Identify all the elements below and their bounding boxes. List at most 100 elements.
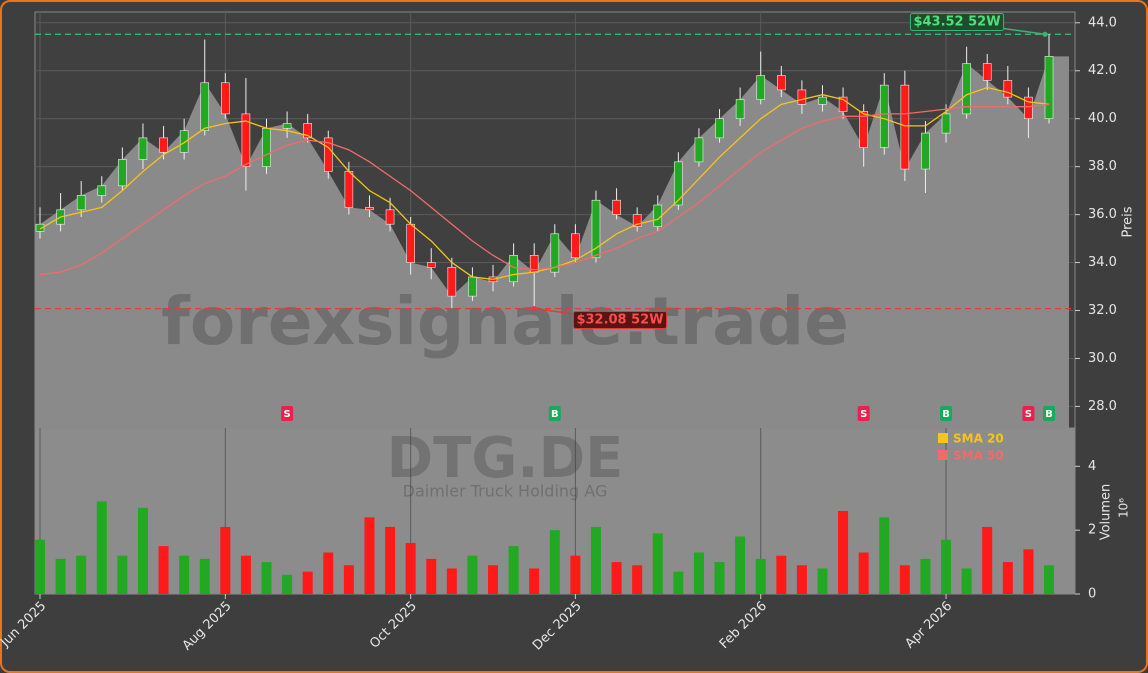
candle-body: [323, 137, 333, 172]
candle-body: [262, 127, 271, 167]
legend-label: SMA 20: [953, 432, 1004, 446]
candle-body: [426, 262, 436, 268]
volume-bar: [673, 571, 684, 594]
watermark: forexsignale.trade: [161, 283, 849, 360]
candle-body: [797, 89, 807, 105]
signal-box: [548, 406, 561, 421]
volume-bar: [55, 558, 66, 594]
signal-box: [1043, 406, 1055, 421]
volume-bar: [529, 568, 540, 594]
volume-bar: [179, 555, 190, 594]
volume-bar: [817, 568, 828, 594]
volume-bar: [137, 507, 148, 594]
candle-body: [303, 123, 312, 139]
candle-body: [818, 96, 827, 105]
volume-bar: [220, 526, 231, 594]
candle-body: [1024, 96, 1033, 119]
volume-bar: [590, 526, 601, 594]
y-tick-label: 42.0: [1088, 63, 1117, 78]
x-tick-label: Jun 2025: [0, 599, 49, 651]
candle-body: [735, 99, 745, 119]
annotation-label: $32.08 52W: [576, 313, 663, 328]
candle-body: [509, 255, 518, 283]
volume-scale: 10⁶: [1117, 498, 1131, 518]
volume-bar: [467, 555, 478, 594]
candle-body: [571, 233, 580, 259]
y-tick-label: 40.0: [1088, 111, 1117, 126]
signal-label: B: [942, 409, 950, 420]
sma-line: [39, 86, 1050, 281]
volume-bar: [240, 555, 251, 594]
y-axis-label: Preis: [1121, 206, 1136, 237]
candle-body: [612, 199, 621, 215]
volume-bar: [611, 562, 622, 594]
candle-body: [179, 130, 189, 153]
candle-body: [468, 276, 477, 297]
x-tick-label: Feb 2026: [717, 599, 770, 652]
volume-bar: [446, 568, 457, 594]
volume-bar: [508, 546, 519, 594]
candle-body: [962, 63, 971, 115]
x-tick-label: Aug 2025: [180, 599, 235, 654]
y-tick-label: 38.0: [1088, 159, 1117, 174]
candle-body: [282, 123, 292, 129]
volume-bar: [693, 552, 704, 594]
volume-bar: [858, 552, 869, 594]
annotation-box: [572, 311, 668, 329]
candle-body: [921, 132, 930, 170]
y-tick-label: 0: [1088, 587, 1096, 602]
volume-bar: [426, 558, 437, 594]
volume-bar: [96, 501, 107, 594]
candle-body: [694, 137, 704, 163]
x-tick-label: Oct 2025: [367, 599, 420, 652]
signal-label: B: [1045, 409, 1053, 420]
volume-bar: [35, 539, 45, 594]
candle-body: [1044, 56, 1054, 119]
volume-axis-label: Volumen: [1099, 484, 1114, 541]
candle-body: [118, 159, 127, 187]
candle-body: [674, 161, 683, 206]
volume-bar: [570, 555, 581, 594]
sma-line: [39, 103, 1050, 276]
volume-bar: [714, 562, 725, 594]
annotation-arrowhead: [1042, 31, 1048, 37]
volume-bar: [282, 574, 293, 594]
volume-bar: [982, 526, 993, 594]
candle-body: [838, 96, 848, 112]
legend-swatch: [938, 450, 948, 460]
volume-bar: [488, 565, 499, 594]
volume-bar: [879, 517, 890, 594]
volume-bar: [735, 536, 746, 594]
candle-body: [138, 137, 148, 160]
volume-bar: [1002, 562, 1013, 594]
x-tick-label: Dec 2025: [530, 599, 585, 654]
volume-bar: [920, 558, 931, 594]
y-tick-label: 30.0: [1088, 351, 1117, 366]
volume-bar: [549, 530, 560, 594]
y-tick-label: 28.0: [1088, 399, 1117, 414]
volume-bar: [364, 517, 375, 594]
signal-label: S: [284, 409, 291, 420]
candle-body: [447, 267, 457, 297]
y-tick-label: 2: [1088, 523, 1096, 538]
y-tick-label: 32.0: [1088, 303, 1117, 318]
volume-bar: [652, 533, 663, 594]
candle-body: [777, 75, 786, 91]
volume-bar: [117, 555, 128, 594]
legend-swatch: [938, 433, 948, 443]
volume-bar: [941, 539, 952, 594]
legend-label: SMA 50: [953, 449, 1004, 463]
volume-bar: [343, 565, 354, 594]
candle-body: [76, 195, 86, 211]
volume-bar: [776, 555, 787, 594]
signal-box: [1022, 406, 1035, 421]
annotation-box: [909, 13, 1005, 31]
volume-bar: [755, 558, 766, 594]
candle-body: [200, 82, 210, 131]
volume-bar: [302, 571, 313, 594]
volume-bar: [632, 565, 643, 594]
signal-label: S: [860, 409, 867, 420]
volume-bar: [261, 562, 272, 594]
volume-bar: [76, 555, 87, 594]
signal-box: [857, 406, 870, 421]
